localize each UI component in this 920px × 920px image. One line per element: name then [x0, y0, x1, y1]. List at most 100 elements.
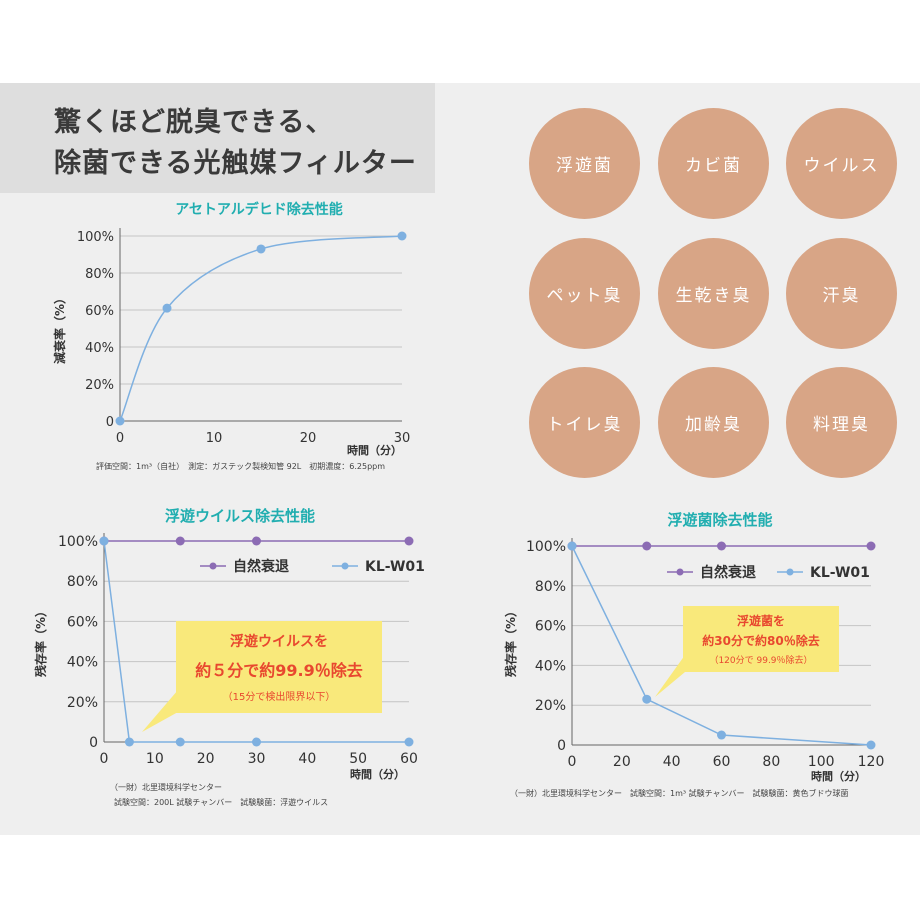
- legend-label: KL-W01: [365, 559, 425, 575]
- x-tick-label: 50: [349, 751, 367, 767]
- data-point: [717, 541, 726, 551]
- data-point: [642, 694, 652, 704]
- data-point: [404, 536, 414, 546]
- x-axis-label: 時間（分）: [811, 769, 866, 783]
- x-tick-label: 60: [400, 751, 418, 767]
- y-tick-label: 40%: [85, 341, 114, 356]
- data-point: [404, 737, 414, 747]
- circle-damp-odor: 生乾き臭: [658, 238, 769, 349]
- data-point: [866, 541, 876, 551]
- data-point: [256, 244, 266, 254]
- data-point: [717, 730, 726, 740]
- chart-title: アセトアルデヒド除去性能: [175, 201, 343, 218]
- chart2-note1: （一財）北里環境科学センター: [110, 783, 222, 792]
- data-point: [175, 737, 185, 747]
- y-tick-label: 100%: [58, 534, 98, 550]
- chart3-callout-line3: （120分で 99.9％除去）: [709, 656, 813, 666]
- y-axis-label: 残存率（%）: [503, 605, 518, 677]
- data-point: [162, 303, 172, 313]
- x-tick-label: 10: [206, 431, 223, 446]
- chart2-callout: 浮遊ウイルスを 約５分で約99.9％除去 （15分で検出限界以下）: [176, 621, 382, 713]
- y-axis-label: 減衰率（%）: [52, 292, 67, 364]
- chart-title: 浮遊ウイルス除去性能: [165, 507, 315, 525]
- headline-line-1: 驚くほど脱臭できる、: [54, 107, 334, 138]
- chart2-callout-line2: 約５分で約99.9％除去: [195, 661, 363, 680]
- x-tick-label: 0: [568, 754, 577, 770]
- data-point: [252, 536, 261, 546]
- legend-marker: [341, 562, 349, 570]
- legend-label: 自然衰退: [233, 558, 289, 575]
- data-point: [175, 536, 185, 546]
- series-line: [119, 235, 403, 422]
- chart2-callout-line1: 浮遊ウイルスを: [230, 634, 328, 650]
- x-tick-label: 80: [762, 754, 780, 770]
- x-tick-label: 100: [808, 754, 835, 770]
- circle-virus: ウイルス: [786, 108, 897, 219]
- chart-title: 浮遊菌除去性能: [667, 511, 772, 529]
- y-tick-label: 20%: [535, 698, 566, 714]
- chart3-callout-line2: 約30分で約80％除去: [702, 634, 820, 648]
- x-tick-label: 120: [858, 754, 885, 770]
- data-point: [397, 231, 407, 241]
- circle-aging-odor: 加齢臭: [658, 367, 769, 478]
- y-axis-label: 残存率（%）: [33, 605, 48, 677]
- data-point: [99, 536, 109, 546]
- x-tick-label: 40: [663, 754, 681, 770]
- x-axis-label: 時間（分）: [350, 767, 405, 781]
- y-tick-label: 60%: [67, 614, 98, 630]
- legend-marker: [786, 568, 794, 576]
- y-tick-label: 80%: [67, 574, 98, 590]
- x-tick-label: 10: [146, 751, 164, 767]
- y-tick-label: 0: [106, 415, 114, 430]
- y-tick-label: 100%: [77, 230, 114, 245]
- data-point: [866, 740, 876, 750]
- data-point: [252, 737, 261, 747]
- callout-pointer: [655, 655, 685, 697]
- chart1-note: 評価空間：1m³（自社） 測定：ガステック製検知管 92L 初期濃度：6.25p…: [96, 462, 386, 471]
- x-tick-label: 30: [394, 431, 411, 446]
- background-panel: [0, 83, 920, 835]
- x-tick-label: 20: [197, 751, 215, 767]
- data-point: [115, 416, 125, 426]
- chart2-callout-line3: （15分で検出限界以下）: [222, 692, 336, 703]
- y-tick-label: 40%: [67, 655, 98, 671]
- chart3-callout: 浮遊菌を 約30分で約80％除去 （120分で 99.9％除去）: [683, 606, 839, 672]
- circle-mold: カビ菌: [658, 108, 769, 219]
- x-tick-label: 60: [713, 754, 731, 770]
- chart3-note: （一財）北里環境科学センター 試験空間：1m³ 試験チャンバー 試験験菌：黄色ブ…: [510, 789, 849, 798]
- chart2-note2: 試験空間：200L 試験チャンバー 試験験菌：浮遊ウイルス: [114, 798, 329, 807]
- y-tick-label: 60%: [535, 619, 566, 635]
- circle-pet-odor: ペット臭: [529, 238, 640, 349]
- y-tick-label: 20%: [85, 378, 114, 393]
- circle-toilet-odor: トイレ臭: [529, 367, 640, 478]
- legend-marker: [209, 562, 217, 570]
- y-tick-label: 80%: [85, 267, 114, 282]
- headline-line-2: 除菌できる光触媒フィルター: [54, 148, 417, 179]
- y-tick-label: 100%: [526, 539, 566, 555]
- data-point: [642, 541, 652, 551]
- x-tick-label: 0: [100, 751, 109, 767]
- circle-sweat-odor: 汗臭: [786, 238, 897, 349]
- chart3-callout-line1: 浮遊菌を: [736, 614, 785, 628]
- series-line: [571, 545, 872, 746]
- x-tick-label: 30: [248, 751, 266, 767]
- legend-marker: [676, 568, 684, 576]
- circle-cooking-odor: 料理臭: [786, 367, 897, 478]
- data-point: [124, 737, 134, 747]
- legend-label: 自然衰退: [700, 564, 756, 581]
- x-tick-label: 20: [300, 431, 317, 446]
- y-tick-label: 20%: [67, 695, 98, 711]
- x-axis-label: 時間（分）: [347, 443, 402, 457]
- y-tick-label: 0: [89, 735, 98, 751]
- x-tick-label: 40: [298, 751, 316, 767]
- data-point: [567, 541, 577, 551]
- y-tick-label: 40%: [535, 658, 566, 674]
- y-tick-label: 60%: [85, 304, 114, 319]
- callout-pointer: [142, 690, 178, 732]
- y-tick-label: 0: [557, 738, 566, 754]
- x-tick-label: 20: [613, 754, 631, 770]
- x-tick-label: 0: [116, 431, 124, 446]
